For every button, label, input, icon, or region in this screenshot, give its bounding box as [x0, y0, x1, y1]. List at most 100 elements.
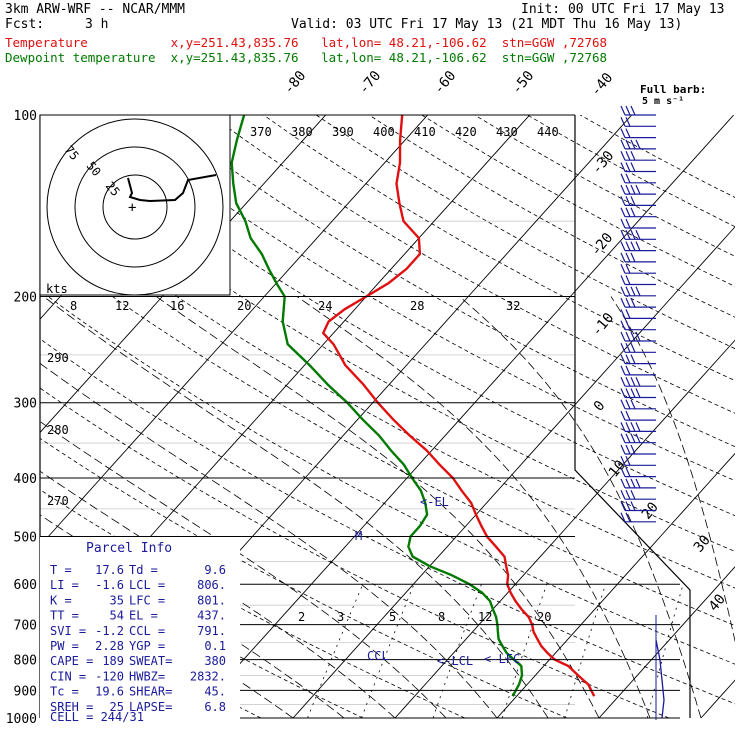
dry-adiabat [51, 115, 735, 517]
parcel-info-value: 54 [110, 609, 124, 623]
wind-barb [620, 105, 656, 116]
theta-label: 380 [291, 125, 313, 139]
dry-adiabat [40, 338, 735, 705]
wind-barb [620, 207, 656, 218]
pressure-tick-label: 400 [14, 472, 37, 487]
parcel-info-key: LCL = [129, 578, 165, 592]
theta-label: 430 [496, 125, 518, 139]
isotherm-label: -20 [588, 230, 617, 260]
ccl-marker: CCL [367, 649, 389, 663]
wind-barb [620, 444, 656, 455]
isotherm-label: -80 [281, 68, 310, 98]
parcel-info-key: LAPSE= [129, 700, 172, 714]
wind-barb [620, 128, 656, 139]
pressure-tick-label: 200 [14, 291, 37, 306]
parcel-info-value: 791. [197, 624, 226, 638]
mixing-ratio-line [646, 584, 684, 719]
model-title: 3km ARW-WRF -- NCAR/MMM [5, 2, 186, 17]
isotherm-line [700, 679, 735, 719]
parcel-info-key: T = [50, 563, 72, 577]
dry-adiabat [421, 115, 735, 287]
mixing-ratio-label: 32 [506, 299, 520, 313]
wind-barb [620, 388, 656, 399]
theta-label: 370 [250, 125, 272, 139]
pressure-tick-label: 300 [14, 397, 37, 412]
isotherm-label: -10 [589, 310, 618, 340]
wind-barb [620, 309, 656, 319]
right-boundary [574, 115, 691, 718]
wind-barb [620, 196, 656, 206]
wind-barb [620, 320, 656, 331]
parcel-info-key: HWBZ= [129, 669, 165, 683]
lfc-marker: <-LFC [484, 652, 520, 666]
parcel-info-key: Tc = [50, 685, 79, 699]
theta-label: 400 [373, 125, 395, 139]
parcel-info-value: 801. [197, 593, 226, 607]
wind-barb [620, 365, 656, 376]
isotherm-line [40, 115, 429, 547]
dry-adiabat [40, 289, 735, 665]
parcel-info-key: SHEAR= [129, 685, 172, 699]
hodograph-box [39, 114, 231, 296]
parcel-info-value: 189 [102, 654, 124, 668]
mixing-ratio-label: 24 [318, 299, 332, 313]
mixing-ratio-label: 12 [115, 299, 129, 313]
wind-barb [620, 331, 656, 342]
parcel-info-value: 17.6 [95, 563, 124, 577]
parcel-info-title: Parcel Info [86, 541, 172, 556]
isotherm-label: -30 [589, 148, 618, 178]
wind-barb [620, 376, 656, 387]
mixing-ratio-label: 2 [298, 610, 305, 624]
mixing-ratio-label: 3 [337, 610, 344, 624]
dewpoint-legend: Dewpoint temperature x,y=251.43,835.76 l… [5, 50, 608, 65]
wind-barb [620, 422, 656, 432]
isotherm-label: 30 [691, 532, 714, 555]
mixing-ratio-label: 5 [389, 610, 396, 624]
dry-adiabat [263, 115, 735, 381]
pressure-tick-label: 1000 [6, 712, 37, 727]
dry-adiabat [40, 387, 670, 719]
parcel-info-value: 6.8 [204, 700, 226, 714]
parcel-info-value: 380 [204, 654, 226, 668]
wind-barb [620, 512, 656, 523]
hodograph-ring [102, 174, 168, 240]
mixing-ratio-label: 8 [438, 610, 445, 624]
parcel-info-value: 9.6 [204, 563, 226, 577]
temperature-legend: Temperature x,y=251.43,835.76 lat,lon= 4… [5, 35, 608, 50]
mixing-ratio-label: 12 [478, 610, 492, 624]
parcel-info-key: CCL = [129, 624, 165, 638]
isotherm-line [598, 566, 735, 719]
wind-barb [620, 263, 656, 274]
parcel-info-value: -1.2 [95, 624, 124, 638]
isotherm-label: 0 [591, 398, 609, 415]
parcel-info-value: 2832. [190, 669, 226, 683]
parcel-info-key: TT = [50, 609, 79, 623]
parcel-info-value: 0.1 [204, 639, 226, 653]
dry-adiabat [40, 437, 568, 719]
dry-adiabat [474, 115, 735, 257]
wind-barb [620, 410, 656, 421]
pressure-tick-label: 700 [14, 619, 37, 634]
pressure-tick-label: 100 [14, 109, 37, 124]
wind-barb [620, 139, 656, 150]
wind-barb [620, 501, 656, 512]
wind-barb [620, 467, 656, 478]
wind-barb [620, 218, 656, 229]
dewpoint-profile [230, 115, 524, 697]
forecast-hour: 3 h [85, 17, 109, 32]
parcel-info-key: SREH = [50, 700, 93, 714]
hodograph-origin: + [128, 200, 136, 216]
wind-barb [620, 173, 656, 184]
isotherm-label: -60 [431, 68, 460, 98]
mixing-ratio-line [432, 584, 482, 719]
dry-adiabat [580, 115, 735, 198]
wind-barb [620, 286, 656, 297]
wind-barb [620, 275, 656, 286]
theta-label: 440 [537, 125, 559, 139]
mixing-ratio-line [307, 584, 364, 719]
mixing-ratio-label: 16 [170, 299, 184, 313]
hodograph-ring [46, 118, 224, 296]
pressure-tick-label: 900 [14, 684, 37, 699]
wind-barb [620, 241, 656, 252]
parcel-info-key: LFC = [129, 593, 165, 607]
